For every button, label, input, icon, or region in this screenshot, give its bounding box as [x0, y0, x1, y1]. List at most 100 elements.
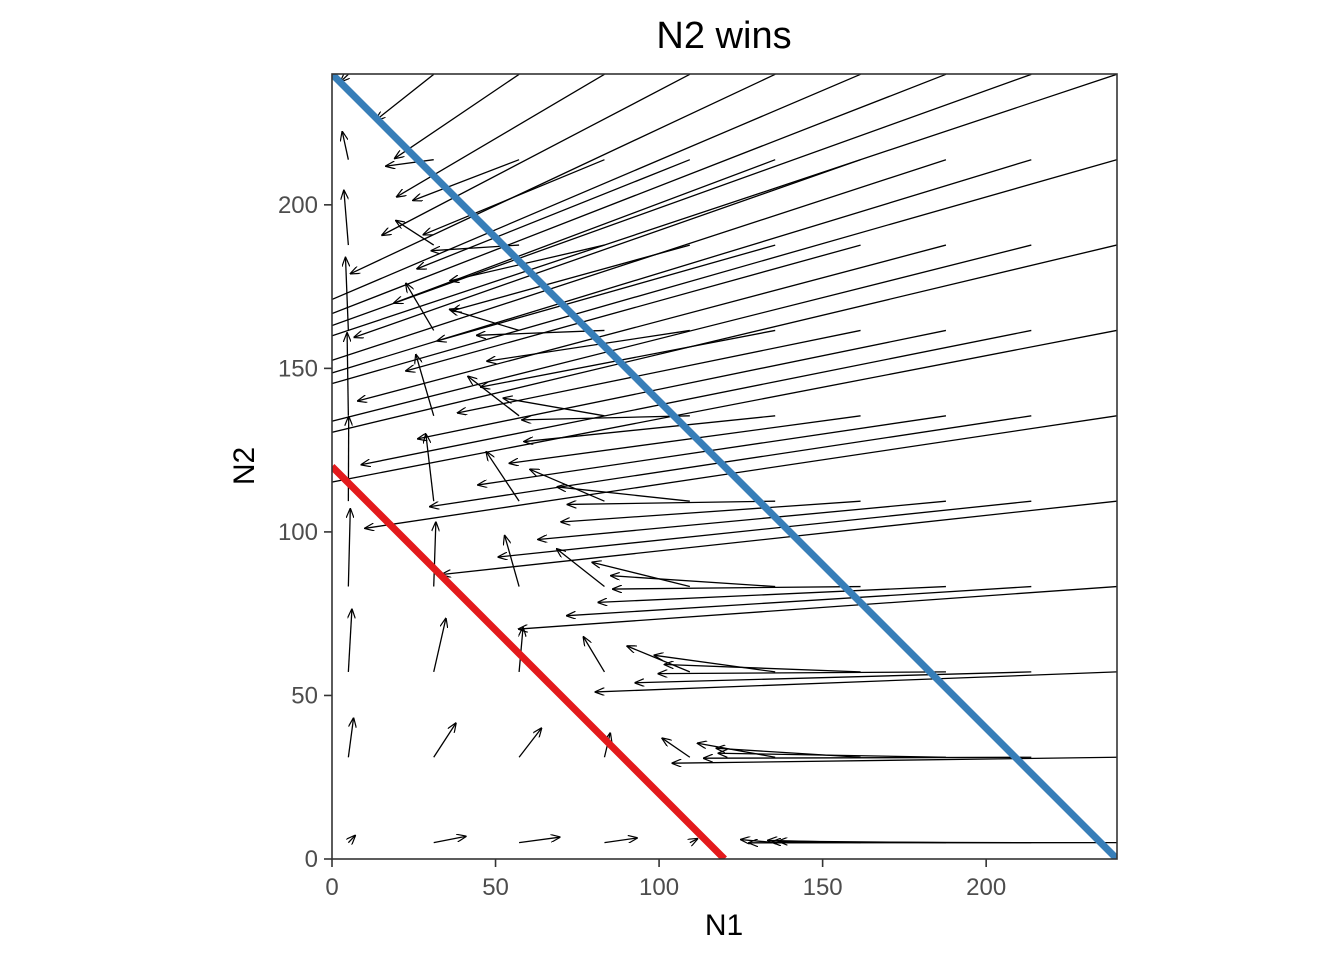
vector-arrow	[718, 753, 946, 758]
vector-arrow	[519, 837, 560, 844]
vector-arrow	[348, 836, 355, 843]
vector-arrow	[348, 610, 352, 672]
x-tick-label: 150	[803, 874, 843, 901]
vector-arrow	[522, 415, 690, 420]
vector-arrow	[561, 500, 861, 522]
vector-arrow	[698, 743, 776, 758]
x-tick-label: 200	[966, 874, 1006, 901]
vector-arrow	[344, 191, 350, 246]
plot-frame	[331, 73, 1118, 860]
y-tick-label: 0	[305, 846, 318, 873]
vector-arrow	[332, 244, 1032, 422]
y-axis-label: N2	[228, 447, 261, 485]
vector-arrow	[557, 549, 605, 588]
vector-arrow	[395, 74, 520, 158]
y-tick-label: 50	[291, 682, 318, 709]
vector-arrow	[468, 376, 520, 417]
vector-arrow	[604, 838, 636, 844]
vector-arrow	[347, 718, 353, 758]
vector-arrow	[635, 671, 1032, 683]
vector-arrow	[332, 74, 1032, 327]
vector-arrow	[347, 333, 348, 416]
vector-arrow	[442, 500, 1117, 574]
y-tick-label: 200	[278, 192, 318, 219]
vector-arrow	[519, 628, 523, 672]
vector-arrow	[613, 587, 861, 590]
x-axis-label: N1	[705, 909, 743, 942]
vector-arrow	[672, 756, 1117, 763]
vector-arrow	[433, 836, 466, 844]
vector-arrow	[351, 74, 776, 273]
vector-arrow	[450, 244, 605, 281]
x-tick-label: 100	[639, 874, 679, 901]
vector-arrow	[354, 159, 861, 338]
vector-arrow	[557, 487, 690, 502]
vector-arrow	[332, 74, 947, 315]
vector-arrow	[332, 159, 1032, 374]
vector-arrow	[362, 329, 1032, 464]
x-tick-label: 0	[325, 874, 338, 901]
vector-arrow	[584, 637, 606, 673]
vector-arrow	[342, 132, 349, 160]
vector-arrow	[433, 619, 446, 673]
vector-arrow	[704, 757, 1032, 758]
n2-isocline-line	[332, 74, 1117, 859]
vector-arrow	[611, 576, 776, 588]
vector-arrow	[358, 244, 947, 401]
vector-arrow	[413, 159, 520, 201]
vector-arrow	[458, 329, 861, 412]
vector-arrow	[430, 415, 1032, 507]
chart-title: N2 wins	[656, 15, 791, 57]
vector-arrow	[487, 329, 690, 361]
vector-arrow	[481, 329, 776, 387]
vector-field	[332, 74, 1117, 844]
vector-arrow	[510, 415, 861, 463]
vector-arrow	[332, 244, 1117, 433]
vector-arrow	[567, 585, 1032, 616]
vector-arrow	[498, 500, 1032, 557]
vector-arrow	[568, 501, 776, 504]
vector-arrow	[596, 671, 1117, 692]
vector-arrow	[592, 562, 690, 588]
vector-arrow	[382, 74, 691, 235]
vector-arrow	[437, 244, 776, 341]
n1-isocline-line	[332, 464, 727, 859]
vector-arrow	[598, 585, 946, 603]
vector-arrow	[365, 415, 1117, 529]
vector-arrow	[662, 738, 691, 758]
vector-arrow	[376, 74, 435, 120]
vector-arrow	[654, 655, 776, 673]
vector-arrow	[665, 664, 861, 673]
vector-arrow	[538, 500, 946, 539]
vector-arrow	[690, 839, 698, 843]
y-tick-label: 100	[278, 519, 318, 546]
vector-arrow	[332, 159, 947, 361]
x-tick-label: 50	[482, 874, 509, 901]
vector-arrow	[434, 522, 436, 587]
vector-arrow	[332, 329, 1117, 483]
vector-arrow	[332, 74, 1117, 337]
vector-arrow	[519, 585, 1117, 630]
vector-arrow	[348, 509, 350, 587]
vector-arrow	[450, 309, 520, 332]
vector-arrow	[332, 159, 1117, 385]
vector-arrow	[433, 723, 456, 758]
plot-area: 0 50 100 150 200 0 50 100 150 200	[278, 73, 1118, 901]
vector-arrow	[518, 728, 541, 758]
vector-arrow	[394, 159, 776, 303]
vector-arrow	[416, 355, 435, 416]
vector-arrow	[332, 74, 861, 301]
vector-arrow	[486, 452, 520, 502]
vector-arrow	[505, 536, 520, 587]
vector-arrow	[345, 258, 348, 331]
vector-arrow	[426, 434, 435, 502]
vector-arrow	[406, 244, 861, 371]
vector-arrow	[418, 329, 947, 438]
vector-arrow	[477, 329, 605, 335]
vector-arrow	[504, 398, 605, 417]
vector-arrow	[417, 159, 691, 269]
vector-arrow	[386, 159, 434, 166]
y-tick-label: 150	[278, 355, 318, 382]
vector-arrow	[658, 672, 946, 674]
